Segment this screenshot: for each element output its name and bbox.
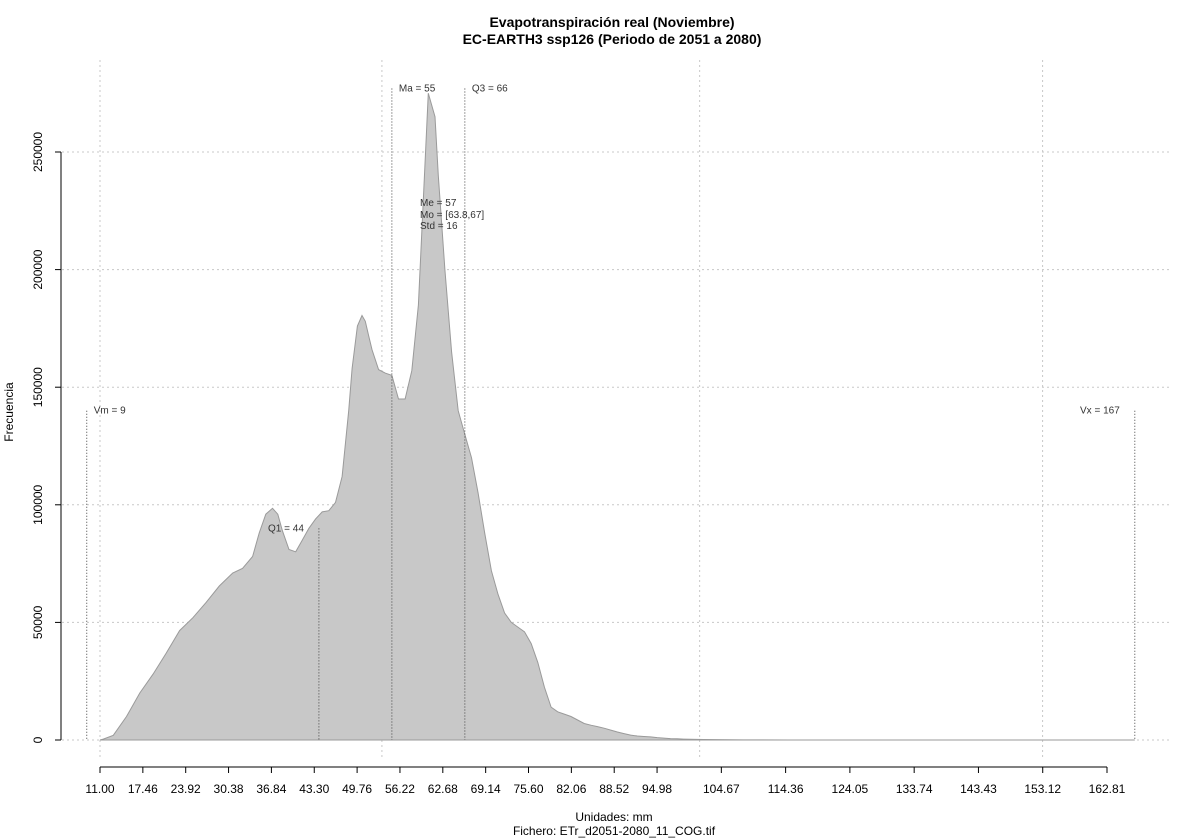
- x-tick-label-8: 62.68: [428, 782, 458, 796]
- x-tick-label-5: 43.30: [299, 782, 329, 796]
- x-axis-label: Unidades: mm: [575, 810, 652, 824]
- y-tick-label-1: 50000: [31, 605, 45, 639]
- y-axis-label: Frecuencia: [2, 382, 16, 442]
- annotation-layer: Vm = 9 Q1 = 44 Ma = 55 Q3 = 66 Vx = 167: [86, 83, 1136, 740]
- annotation-label-q1: Q1 = 44: [268, 523, 304, 534]
- x-tick-label-10: 75.60: [513, 782, 543, 796]
- chart-subtitle: EC-EARTH3 ssp126 (Periodo de 2051 a 2080…: [463, 31, 762, 47]
- x-tick-label-11: 82.06: [556, 782, 586, 796]
- x-tick-label-7: 56.22: [385, 782, 415, 796]
- y-tick-label-4: 200000: [31, 249, 45, 289]
- annotation-label-q3: Q3 = 66: [472, 83, 508, 94]
- stats-annotation: Me = 57 Mo = [63.8,67] Std = 16: [420, 198, 487, 232]
- file-caption: Fichero: ETr_d2051-2080_11_COG.tif: [513, 824, 716, 838]
- x-tick-label-12: 88.52: [599, 782, 629, 796]
- stats-mean: Me = 57: [420, 198, 457, 209]
- x-tick-label-0: 11.00: [85, 782, 114, 796]
- annotation-label-vx: Vx = 167: [1080, 406, 1120, 417]
- y-axis: 0 50000 100000 150000 200000 250000: [31, 132, 62, 743]
- x-tick-label-16: 124.05: [832, 782, 869, 796]
- x-tick-label-6: 49.76: [342, 782, 372, 796]
- x-tick-label-18: 143.43: [960, 782, 997, 796]
- y-tick-label-0: 0: [31, 736, 45, 743]
- stats-mode: Mo = [63.8,67]: [420, 210, 484, 221]
- y-tick-label-5: 250000: [31, 132, 45, 172]
- x-tick-label-19: 153.12: [1024, 782, 1061, 796]
- x-axis: 11.00 17.46 23.92 30.38 36.84 43.30 49.76 56.22…: [85, 766, 1126, 796]
- stats-std: Std = 16: [420, 221, 458, 232]
- x-tick-label-9: 69.14: [471, 782, 501, 796]
- x-tick-label-17: 133.74: [896, 782, 933, 796]
- density-area: [99, 93, 1135, 741]
- x-tick-label-13: 94.98: [642, 782, 672, 796]
- y-tick-label-2: 100000: [31, 484, 45, 524]
- x-tick-label-20: 162.81: [1089, 782, 1126, 796]
- x-tick-label-2: 23.92: [171, 782, 201, 796]
- x-tick-label-4: 36.84: [256, 782, 286, 796]
- x-tick-label-15: 114.36: [768, 782, 804, 796]
- y-tick-label-3: 150000: [31, 367, 45, 407]
- x-tick-label-1: 17.46: [128, 782, 158, 796]
- annotation-label-ma: Ma = 55: [399, 83, 436, 94]
- x-tick-label-14: 104.67: [703, 782, 740, 796]
- chart-title: Evapotranspiración real (Noviembre): [489, 14, 734, 30]
- x-tick-label-3: 30.38: [214, 782, 244, 796]
- annotation-label-vm: Vm = 9: [94, 406, 126, 417]
